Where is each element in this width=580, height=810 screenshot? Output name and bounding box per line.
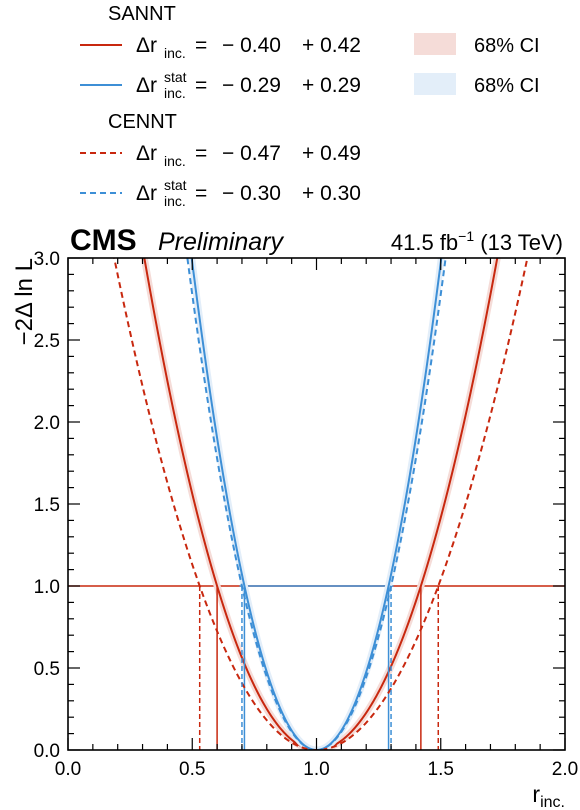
sannt-stat-curve: [190, 258, 443, 750]
legend-entry-label: Δr: [136, 74, 157, 97]
legend-ci-swatch: [414, 33, 456, 55]
y-tick-label: 1.5: [34, 495, 60, 516]
legend-entry-subscript: inc.: [164, 193, 186, 209]
y-axis-label: −2Δ ln L: [11, 258, 38, 345]
legend-group-title: CENNT: [108, 111, 177, 133]
legend-entry-equals: =: [195, 182, 207, 205]
x-tick-label: 1.0: [303, 759, 329, 780]
legend-entry-equals: =: [195, 34, 207, 57]
legend-entry-plus: + 0.42: [302, 34, 361, 57]
axes: 0.0 0.5 1.0 1.5 2.0 0.0 0.5 1.0 1.5 2.0 2.5 3.0 rinc…: [11, 249, 578, 810]
legend-entry-minus: − 0.47: [222, 142, 281, 165]
legend-entry-equals: =: [195, 74, 207, 97]
legend-entry-label: Δr: [136, 142, 157, 165]
plot-frame: [67, 257, 566, 751]
legend-entry-plus: + 0.30: [302, 182, 361, 205]
legend-ci-label: 68% CI: [474, 75, 540, 97]
luminosity-label: 41.5 fb−1 (13 TeV): [391, 228, 563, 255]
legend-entry-plus: + 0.29: [302, 74, 361, 97]
x-tick-label: 2.0: [552, 759, 578, 780]
legend-group-title: SANNT: [108, 3, 176, 25]
legend-entry-minus: − 0.40: [222, 34, 281, 57]
x-tick-label: 0.5: [179, 759, 205, 780]
legend-entry-minus: − 0.30: [222, 182, 281, 205]
legend-entry-subscript: inc.: [164, 45, 186, 61]
experiment-label: CMS: [70, 224, 137, 257]
cennt-total-curve: [113, 258, 529, 750]
legend-entry-superscript: stat: [164, 69, 187, 85]
legend-entry-equals: =: [195, 142, 207, 165]
legend-ci-swatch: [414, 73, 456, 95]
plot-header: CMS Preliminary 41.5 fb−1 (13 TeV): [70, 224, 563, 257]
x-axis-label: rinc.: [532, 781, 565, 810]
legend-ci-label: 68% CI: [474, 35, 540, 57]
plot-area: [68, 258, 565, 750]
y-tick-label: 1.0: [34, 577, 60, 598]
legend-entry-subscript: inc.: [164, 85, 186, 101]
legend-entry-plus: + 0.49: [302, 142, 361, 165]
y-tick-label: 0.0: [34, 741, 60, 762]
y-tick-label: 2.5: [34, 331, 60, 352]
plot-curves: [68, 258, 565, 750]
y-tick-label: 2.0: [34, 413, 60, 434]
x-tick-label: 0.0: [55, 759, 81, 780]
y-tick-label: 3.0: [34, 249, 60, 270]
legend-entry-minus: − 0.29: [222, 74, 281, 97]
legend-entry-label: Δr: [136, 182, 157, 205]
legend-entry-superscript: stat: [164, 177, 187, 193]
y-tick-label: 0.5: [34, 659, 60, 680]
status-label: Preliminary: [158, 228, 285, 256]
x-tick-label: 1.5: [428, 759, 454, 780]
legend-entry-subscript: inc.: [164, 153, 186, 169]
legend-entry-label: Δr: [136, 34, 157, 57]
